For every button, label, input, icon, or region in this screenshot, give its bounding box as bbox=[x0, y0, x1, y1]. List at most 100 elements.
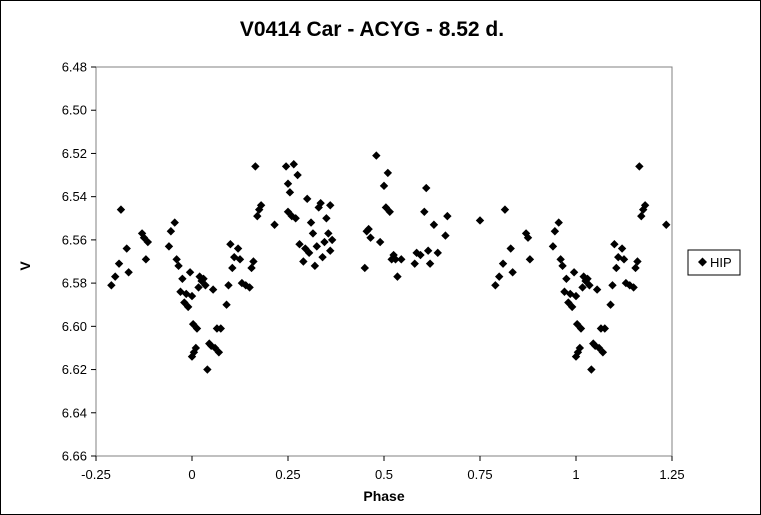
data-point bbox=[327, 235, 337, 245]
y-axis-label: V bbox=[17, 261, 33, 271]
data-point bbox=[111, 272, 120, 281]
data-point bbox=[216, 324, 225, 333]
data-point bbox=[320, 237, 329, 247]
data-point bbox=[617, 244, 627, 253]
data-point bbox=[141, 255, 151, 264]
data-point bbox=[579, 272, 588, 281]
data-point bbox=[174, 261, 183, 271]
y-tick-label: 6.56 bbox=[62, 232, 87, 247]
data-point bbox=[564, 298, 573, 307]
data-point bbox=[410, 259, 419, 268]
data-point bbox=[308, 229, 318, 238]
data-point bbox=[567, 302, 577, 312]
x-tick-label: 1.25 bbox=[659, 467, 684, 482]
data-point bbox=[375, 237, 385, 247]
data-point bbox=[383, 168, 393, 178]
data-point bbox=[281, 162, 291, 171]
data-point bbox=[251, 162, 260, 171]
data-point bbox=[500, 205, 510, 214]
data-point bbox=[116, 205, 126, 214]
data-point bbox=[560, 287, 569, 296]
y-axis: 6.48 6.50 6.52 6.54 6.56 6.58 6.60 6.62 6.64 6.66 bbox=[62, 60, 96, 464]
data-point bbox=[372, 151, 381, 160]
data-point bbox=[318, 252, 327, 262]
x-axis-label: Phase bbox=[363, 488, 404, 504]
data-point bbox=[592, 285, 602, 294]
data-point bbox=[326, 201, 335, 210]
data-point bbox=[304, 248, 314, 258]
data-point bbox=[562, 274, 571, 283]
data-point bbox=[185, 268, 195, 277]
data-point bbox=[598, 348, 608, 357]
data-point bbox=[631, 263, 640, 273]
x-tick-label: 0 bbox=[188, 467, 195, 482]
data-point bbox=[550, 227, 560, 236]
data-point bbox=[523, 233, 533, 242]
data-point bbox=[107, 281, 116, 290]
data-point bbox=[441, 231, 450, 240]
data-point bbox=[203, 365, 212, 374]
data-point bbox=[491, 281, 500, 290]
data-point bbox=[214, 348, 224, 357]
data-point bbox=[506, 244, 515, 253]
legend-marker-diamond-icon bbox=[698, 257, 707, 267]
data-point bbox=[554, 218, 563, 227]
y-tick-label: 6.52 bbox=[62, 146, 87, 161]
data-point bbox=[249, 257, 258, 266]
data-point bbox=[222, 300, 231, 309]
data-point bbox=[114, 259, 124, 268]
data-point bbox=[310, 261, 320, 271]
data-point bbox=[662, 220, 671, 229]
data-point bbox=[312, 242, 321, 251]
data-points bbox=[107, 151, 671, 374]
y-tick-label: 6.48 bbox=[62, 60, 87, 75]
data-point bbox=[287, 211, 297, 221]
data-point bbox=[569, 268, 579, 277]
data-point bbox=[293, 170, 302, 180]
data-point bbox=[295, 240, 304, 249]
data-point bbox=[172, 255, 181, 264]
data-point bbox=[443, 211, 452, 221]
x-tick-label: 0.5 bbox=[375, 467, 393, 482]
data-point bbox=[122, 244, 131, 253]
data-point bbox=[187, 352, 197, 361]
data-point bbox=[576, 324, 586, 333]
data-point bbox=[573, 348, 583, 357]
data-point bbox=[303, 194, 312, 204]
data-point bbox=[594, 343, 604, 353]
y-tick-label: 6.58 bbox=[62, 276, 87, 291]
data-point bbox=[572, 319, 582, 329]
data-point bbox=[366, 233, 375, 242]
data-point bbox=[235, 255, 245, 264]
y-tick-label: 6.60 bbox=[62, 319, 87, 334]
y-tick-label: 6.66 bbox=[62, 449, 87, 464]
data-point bbox=[600, 324, 609, 333]
data-point bbox=[379, 181, 389, 191]
data-point bbox=[637, 211, 646, 221]
data-point bbox=[253, 211, 262, 221]
data-point bbox=[639, 205, 648, 214]
data-point bbox=[192, 324, 202, 333]
data-point bbox=[393, 272, 402, 281]
data-point bbox=[326, 246, 335, 255]
data-point bbox=[619, 255, 629, 264]
data-point bbox=[635, 162, 644, 171]
data-point bbox=[166, 227, 176, 236]
data-point bbox=[612, 263, 621, 273]
data-point bbox=[322, 214, 331, 223]
data-point bbox=[143, 237, 153, 247]
x-tick-label: 0.75 bbox=[467, 467, 492, 482]
data-point bbox=[187, 291, 197, 301]
data-point bbox=[610, 240, 619, 249]
data-point bbox=[640, 201, 650, 210]
data-point bbox=[633, 257, 642, 266]
legend-label: HIP bbox=[710, 255, 732, 270]
data-point bbox=[289, 160, 298, 169]
data-point bbox=[558, 261, 567, 271]
legend-box bbox=[687, 249, 741, 276]
data-point bbox=[364, 224, 373, 234]
data-point bbox=[306, 218, 316, 227]
data-point bbox=[208, 285, 218, 294]
data-point bbox=[475, 216, 485, 225]
